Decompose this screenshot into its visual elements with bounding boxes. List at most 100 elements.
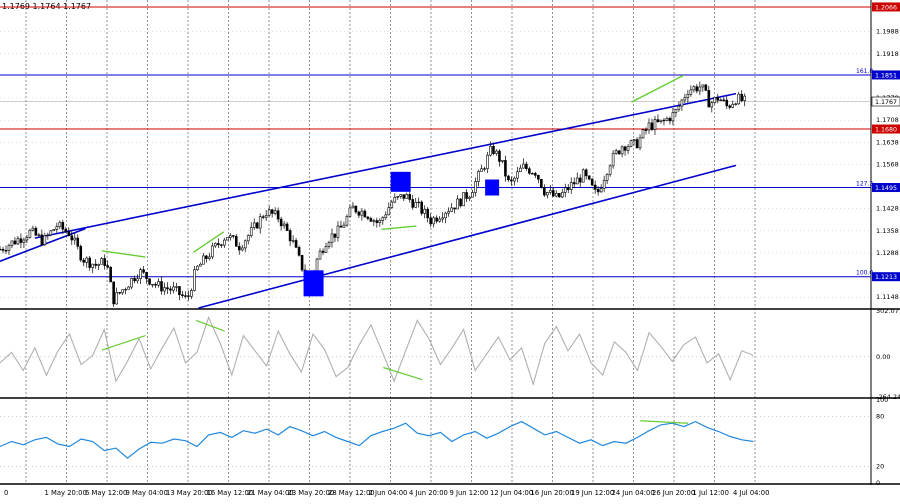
rsi-tick-label: 20 xyxy=(876,462,884,470)
x-tick-label: 26 Jun 20:00 xyxy=(652,489,695,497)
candle-body xyxy=(145,272,148,280)
candle-body xyxy=(525,163,528,169)
level-price-badge-text: 1.1213 xyxy=(875,274,897,281)
candle-body xyxy=(202,255,205,265)
candle-body xyxy=(252,222,256,228)
candle-body xyxy=(333,233,337,238)
candle-body xyxy=(462,192,465,207)
candle-body xyxy=(498,150,501,162)
candle-body xyxy=(172,286,175,291)
candle-body xyxy=(534,173,537,176)
candle-body xyxy=(572,182,576,185)
level-price-badge xyxy=(872,124,900,134)
candle-body xyxy=(360,210,364,216)
candle-body xyxy=(372,220,376,222)
x-tick-label: 9 May 04:00 xyxy=(126,489,168,497)
candle-body xyxy=(103,258,106,266)
level-price-badge-text: 1.1680 xyxy=(875,127,897,134)
candle-body xyxy=(641,129,645,139)
candle-body xyxy=(704,84,708,91)
level-price-badge xyxy=(872,272,900,282)
candle-body xyxy=(731,103,735,108)
candle-body xyxy=(390,201,394,208)
candle-body xyxy=(291,240,295,242)
candle-body xyxy=(196,265,199,271)
y-tick-label: 1.1708 xyxy=(876,116,899,124)
candle-body xyxy=(100,258,103,265)
candle-body xyxy=(94,263,98,266)
candle-body xyxy=(566,187,570,191)
candle-body xyxy=(560,192,564,198)
candle-body xyxy=(76,237,80,247)
candle-body xyxy=(130,278,133,288)
candle-body xyxy=(148,278,151,285)
candle-body xyxy=(716,97,720,101)
candle-body xyxy=(127,286,130,290)
candle-body xyxy=(46,234,50,237)
candle-body xyxy=(623,146,627,151)
cci-tick-label: 302.077 xyxy=(876,307,900,315)
candle-body xyxy=(67,231,71,237)
candle-body xyxy=(420,201,424,214)
candle-body xyxy=(28,229,32,238)
candle-body xyxy=(620,146,624,155)
candle-body xyxy=(160,281,163,292)
candle-body xyxy=(31,227,35,231)
y-tick-label: 1.1568 xyxy=(876,160,899,168)
divergence-line xyxy=(192,231,225,253)
x-tick-label: 13 May 20:00 xyxy=(166,489,213,497)
candle-body xyxy=(193,269,196,291)
candle-body xyxy=(656,119,660,123)
divergence-line xyxy=(101,250,146,258)
candle-body xyxy=(261,216,265,218)
candle-body xyxy=(426,208,429,219)
candle-body xyxy=(285,223,289,231)
candle-body xyxy=(267,209,271,216)
candle-body xyxy=(438,218,441,222)
candle-body xyxy=(686,94,690,98)
candle-body xyxy=(408,194,412,200)
candle-body xyxy=(399,194,403,197)
candle-body xyxy=(393,196,397,203)
candle-body xyxy=(0,248,2,251)
candle-body xyxy=(13,240,17,245)
candle-body xyxy=(617,150,621,155)
candle-body xyxy=(273,210,277,214)
candle-body xyxy=(384,214,388,218)
candle-body xyxy=(237,246,241,251)
rsi-tick-label: 80 xyxy=(876,413,884,421)
level-price-badge-text: 1.1851 xyxy=(875,72,897,79)
candle-body xyxy=(205,255,208,260)
candle-body xyxy=(417,201,421,204)
candle-body xyxy=(653,119,657,130)
candle-body xyxy=(734,103,738,105)
candle-body xyxy=(605,173,609,181)
candle-body xyxy=(264,214,268,218)
candle-body xyxy=(456,198,459,210)
cci-tick-label: 0.00 xyxy=(876,353,890,361)
candle-body xyxy=(411,199,415,208)
candle-body xyxy=(61,222,65,230)
candle-body xyxy=(680,99,684,107)
cci-divergence-line xyxy=(101,335,146,351)
candle-body xyxy=(638,137,642,149)
x-tick-label: 12 Jun 04:00 xyxy=(490,489,533,497)
candle-body xyxy=(43,235,47,246)
candle-body xyxy=(133,278,136,282)
candle-body xyxy=(504,160,507,177)
candle-body xyxy=(336,225,340,238)
x-tick-label: 23 May 20:00 xyxy=(288,489,335,497)
candle-body xyxy=(187,295,190,297)
candle-body xyxy=(602,180,606,189)
candle-body xyxy=(40,234,44,246)
candle-body xyxy=(240,247,244,251)
candle-body xyxy=(366,216,370,219)
candle-body xyxy=(19,238,23,243)
candle-body xyxy=(190,290,193,297)
candle-body xyxy=(677,105,681,110)
candle-body xyxy=(258,216,262,229)
signal-box xyxy=(485,179,500,196)
candle-body xyxy=(220,244,223,246)
candle-body xyxy=(208,256,211,260)
x-tick-label: 21 May 04:00 xyxy=(247,489,294,497)
